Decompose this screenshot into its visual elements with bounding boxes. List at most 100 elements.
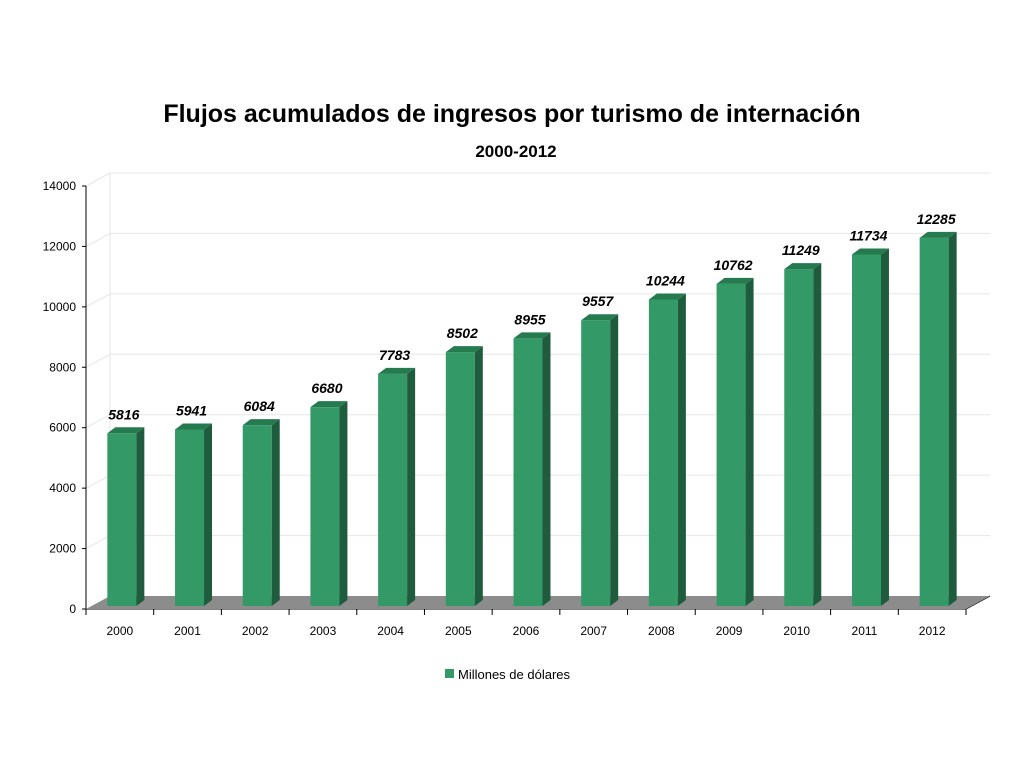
bar-side (745, 277, 754, 606)
y-tick-label: 12000 (43, 239, 77, 253)
bar-top (513, 332, 551, 339)
gridline-side (85, 293, 111, 308)
bar (919, 231, 957, 606)
data-labels: 5816 5941 6084 6680 7783 8502 8955 9557 10244 107… (108, 211, 956, 422)
bar-top (716, 277, 754, 284)
bar-top (648, 293, 686, 300)
bar-front (851, 254, 881, 606)
x-tick-labels: 2000 2001 2002 2003 2004 2005 2006 2007 2008 2009… (106, 624, 945, 638)
bar (648, 293, 686, 606)
bar (378, 367, 416, 606)
legend-swatch (445, 669, 454, 678)
bar-side (474, 346, 483, 606)
bar-top (175, 423, 213, 430)
x-tick-label: 2007 (580, 624, 607, 638)
bar-front (310, 407, 340, 606)
bar (784, 263, 822, 606)
bar-side (610, 314, 619, 606)
x-tick-label: 2003 (310, 624, 337, 638)
bar (716, 277, 754, 606)
data-label: 10762 (714, 257, 753, 273)
bar-top (310, 401, 348, 408)
legend: Millones de dólares (445, 667, 571, 682)
bar-side (948, 231, 957, 606)
data-label: 6084 (244, 398, 275, 414)
data-label: 7783 (379, 347, 410, 363)
bar-front (784, 269, 814, 606)
gridline-side (85, 232, 111, 247)
gridline-side (85, 353, 111, 368)
y-tick-label: 14000 (43, 179, 77, 193)
bar-front (445, 352, 475, 606)
x-tick-label: 2011 (852, 624, 878, 638)
data-label: 8955 (514, 311, 545, 327)
bar-front (581, 320, 611, 606)
bar (513, 332, 551, 606)
bars (107, 231, 957, 606)
y-tick-label: 0 (69, 602, 76, 616)
bar-side (204, 423, 213, 606)
data-label: 9557 (582, 293, 614, 309)
data-label: 11734 (850, 227, 888, 243)
bar-top (784, 263, 822, 270)
gridline-side (85, 474, 111, 489)
bar-front (107, 433, 137, 606)
bar-side (136, 427, 145, 606)
data-label: 12285 (917, 211, 956, 227)
bar-front (378, 373, 408, 606)
data-label: 6680 (311, 380, 342, 396)
x-tick-label: 2000 (106, 624, 133, 638)
y-tick-label: 10000 (43, 300, 77, 314)
y-tick-labels: 0 2000 4000 6000 8000 10000 12000 14000 (43, 179, 77, 616)
bar (581, 314, 619, 606)
y-tick-label: 6000 (49, 421, 76, 435)
y-tick-label: 2000 (49, 542, 76, 556)
x-tick-label: 2008 (648, 624, 675, 638)
bar-side (339, 401, 348, 606)
bar (175, 423, 213, 606)
bar-top (242, 419, 280, 426)
chart-title: Flujos acumulados de ingresos por turism… (163, 100, 860, 128)
bar (851, 248, 889, 606)
bar-side (542, 332, 551, 606)
bar-front (716, 283, 746, 606)
bar (445, 346, 483, 606)
y-tick-label: 8000 (49, 360, 76, 374)
bar (310, 401, 348, 606)
bar-top (919, 231, 957, 238)
data-label: 11249 (782, 242, 820, 258)
bar-front (919, 237, 949, 606)
bar-front (175, 429, 205, 606)
data-label: 5816 (108, 406, 139, 422)
gridline-side (85, 535, 111, 550)
bar (242, 419, 280, 606)
bar-top (851, 248, 889, 255)
bar (107, 427, 145, 606)
x-tick-label: 2002 (242, 624, 269, 638)
bar-front (513, 338, 543, 606)
bar-side (880, 248, 889, 606)
bar-front (648, 299, 678, 606)
x-tick-label: 2009 (716, 624, 743, 638)
data-label: 5941 (176, 402, 207, 418)
data-label: 10244 (646, 272, 685, 288)
gridline-side (85, 172, 111, 187)
x-tick-label: 2005 (445, 624, 472, 638)
bar-side (677, 293, 686, 606)
x-tick-label: 2004 (377, 624, 404, 638)
bar-side (407, 367, 416, 606)
bar-side (271, 419, 280, 606)
bar-side (813, 263, 822, 606)
gridline-side (85, 414, 111, 429)
bar-front (242, 425, 272, 606)
bar-top (107, 427, 145, 434)
x-tick-label: 2001 (174, 624, 201, 638)
x-tick-label: 2010 (783, 624, 810, 638)
x-tick-label: 2012 (919, 624, 946, 638)
legend-label: Millones de dólares (458, 667, 571, 682)
bar-top (378, 367, 416, 374)
data-label: 8502 (447, 325, 478, 341)
y-tick-label: 4000 (49, 481, 76, 495)
x-tick-label: 2006 (513, 624, 540, 638)
